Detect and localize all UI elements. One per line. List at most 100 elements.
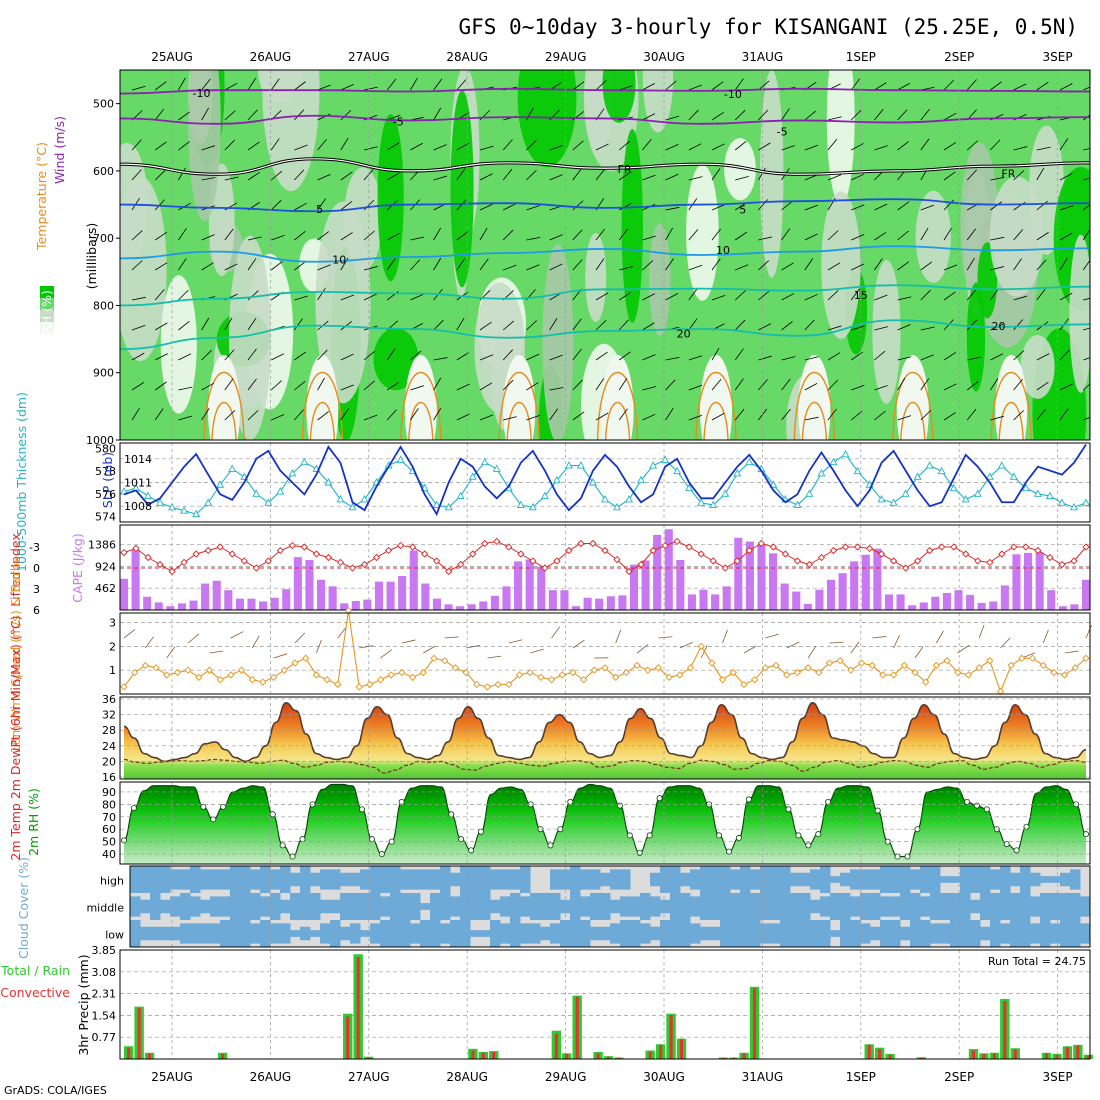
cloud-cell	[280, 866, 291, 893]
cloud-cell	[520, 896, 531, 917]
precip-axis-label: 3hr Precip (mm)	[76, 954, 91, 1055]
cloud-cell	[650, 926, 661, 941]
cape-bar	[629, 564, 639, 610]
lifted-index-line-point	[228, 550, 236, 558]
cloud-cell	[1000, 923, 1011, 944]
cloud-cell	[410, 893, 421, 920]
slp-line	[123, 444, 1087, 517]
wind-barb	[874, 203, 888, 211]
wind-barb	[154, 381, 167, 391]
wind-barb	[943, 227, 952, 241]
cape-bar	[224, 590, 233, 610]
wind-barb	[154, 322, 168, 331]
wind-barb	[1082, 383, 1090, 391]
wind-speed-line-point	[868, 661, 876, 670]
wind-speed-line-point	[879, 671, 887, 679]
wind-barb	[966, 319, 978, 331]
wind-speed-line-point	[205, 666, 214, 674]
wind-barb	[1013, 319, 1024, 331]
wind-barb	[154, 108, 165, 121]
cloud-cell	[460, 866, 471, 893]
wind-barb	[502, 379, 514, 391]
wind-barb	[1013, 295, 1028, 301]
wind-speed-line-point	[152, 664, 160, 672]
wind-barb	[224, 410, 236, 421]
wind-barb	[1059, 383, 1073, 391]
wind-barb	[456, 199, 467, 211]
wind-barb	[781, 378, 791, 391]
wind-barb	[294, 144, 308, 151]
thickness-line-point	[925, 461, 934, 469]
wind-barb	[131, 325, 146, 331]
wind-barb	[967, 356, 981, 361]
legend-rh-label: RH (%)	[39, 290, 54, 334]
wind-barb	[688, 143, 702, 151]
wind-speed-line-point	[686, 664, 695, 672]
wind-barb	[201, 317, 210, 331]
wind-barb	[618, 228, 629, 241]
rh-point	[983, 806, 990, 813]
cloud-cell	[990, 869, 1001, 890]
precip-convective-bar	[356, 957, 360, 1059]
rh-region	[1069, 234, 1090, 393]
wind-barb	[549, 317, 558, 331]
cloud-cell	[600, 926, 611, 941]
wind-barb	[1036, 259, 1047, 271]
legend-wind-label: Wind (m/s)	[52, 116, 67, 184]
cloud-cell	[190, 896, 201, 917]
rh-region	[1020, 335, 1055, 399]
wind-barb	[1059, 232, 1073, 241]
contour-label: 5	[739, 204, 746, 217]
temp-contour	[120, 114, 1090, 125]
temp-frame	[119, 696, 1091, 780]
cape-bar	[734, 537, 743, 610]
precip-convective-bar	[1065, 1047, 1069, 1059]
wind-barb	[943, 79, 955, 91]
cloud-cell	[200, 923, 211, 944]
wind-barb	[711, 228, 721, 241]
precip-tick-label: 2.31	[92, 988, 117, 1001]
cloud-cell	[480, 930, 491, 937]
wind-barb	[897, 324, 911, 331]
thickness-tick-label: 580	[95, 443, 116, 456]
wind-barb	[270, 78, 280, 91]
wind-barb	[456, 352, 469, 361]
temp-tick-label: 20	[102, 755, 116, 768]
lifted-tick-label: 3	[33, 583, 40, 596]
cloud-cell	[1050, 923, 1061, 944]
thickness-line-point	[997, 461, 1006, 469]
wind-barb	[990, 139, 1001, 151]
lifted-index-line-point	[637, 560, 645, 569]
cape-bar	[305, 559, 314, 610]
cloud-cell	[1050, 893, 1061, 920]
cloud-cell	[500, 923, 511, 944]
wind-barb	[340, 201, 353, 211]
cloud-cell	[320, 923, 331, 944]
thickness-line-point	[601, 494, 609, 503]
wind-barb	[920, 326, 935, 331]
cloud-cell	[260, 896, 271, 917]
wind-barb	[966, 289, 977, 301]
cape-bar	[1000, 585, 1009, 610]
wind-barb	[595, 378, 605, 391]
slp-tick-label: 1014	[124, 453, 152, 466]
wind-barb	[131, 85, 146, 91]
lifted-index-line-point	[781, 550, 790, 558]
wind-barb	[131, 352, 145, 361]
wind-barb	[154, 289, 165, 301]
thickness-line-point	[456, 491, 465, 499]
cloud-cell	[650, 872, 661, 887]
lifted-index-line-point	[1010, 543, 1018, 551]
wind-barb	[618, 408, 628, 421]
precip-convective-bar	[648, 1051, 652, 1059]
rh-region	[517, 70, 577, 168]
wind-barb	[479, 354, 494, 361]
lifted-index-line-point	[914, 557, 922, 565]
cloud-cell	[490, 899, 501, 914]
lifted-index-line-point	[336, 558, 345, 567]
wind-barb	[874, 410, 886, 421]
wind-barb	[734, 78, 744, 91]
panel-precip: 0.77 1.54 2.31 3.08 3.85 Run Total = 24.75 3hr…	[0, 944, 1093, 1060]
wind-barb	[615, 629, 622, 644]
wind-barb	[804, 144, 819, 151]
